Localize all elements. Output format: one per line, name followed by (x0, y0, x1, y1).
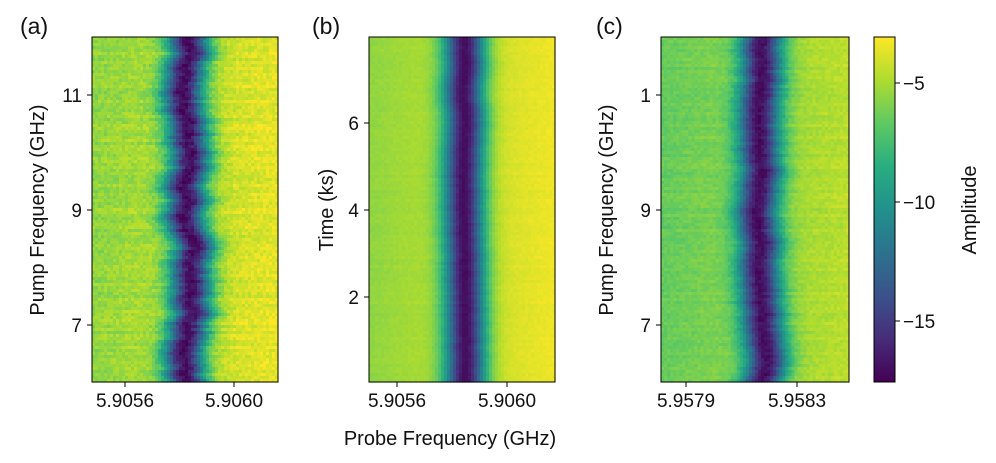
heatmap-a (92, 37, 279, 383)
panel-label-a: (a) (20, 13, 48, 39)
panel-a: (a) 5.9056 5.9060 7 9 11 Pump Frequency … (20, 13, 279, 412)
